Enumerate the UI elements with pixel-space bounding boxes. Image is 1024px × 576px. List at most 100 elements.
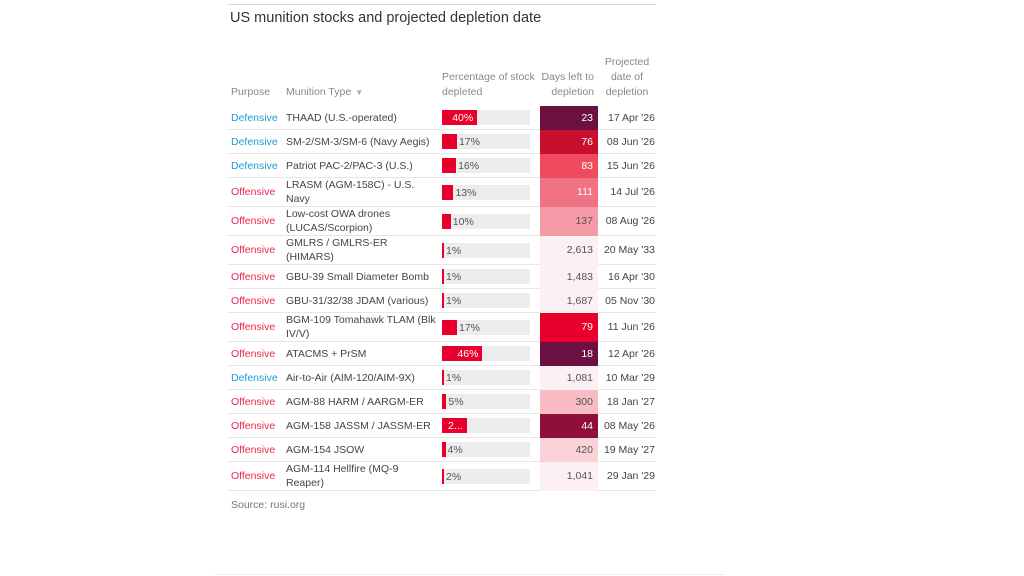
table-row: Offensive LRASM (AGM-158C) - U.S. Navy 1… [228,177,656,207]
percentage-bar: 1% [442,242,530,258]
percentage-cell: 1% [442,264,540,289]
projected-date-cell: 11 Jun '26 [598,312,656,342]
percentage-cell: 13% [442,177,540,207]
days-left-cell: 2,613 [540,235,598,265]
table-row: Offensive AGM-158 JASSM / JASSM-ER 2... … [228,413,656,438]
days-left-cell: 111 [540,177,598,207]
percentage-label: 2% [446,470,462,483]
header-projected-date[interactable]: Projected date of depletion [598,40,656,106]
munition-type-cell: Patriot PAC-2/PAC-3 (U.S.) [286,153,442,178]
munition-type-cell: Air-to-Air (AIM-120/AIM-9X) [286,365,442,390]
percentage-label: 40% [452,112,474,124]
chart-container: US munition stocks and projected depleti… [228,0,656,511]
percentage-bar-fill [442,468,444,484]
percentage-bar: 16% [442,158,530,173]
header-purpose[interactable]: Purpose [228,40,286,106]
source-note: Source: rusi.org [231,499,306,511]
table-row: Defensive Air-to-Air (AIM-120/AIM-9X) 1%… [228,365,656,390]
projected-date-cell: 15 Jun '26 [598,153,656,178]
percentage-bar-fill [442,346,483,361]
purpose-cell: Offensive [228,264,286,289]
table-row: Offensive AGM-88 HARM / AARGM-ER 5% 300 … [228,389,656,414]
purpose-cell: Offensive [228,437,286,462]
table-row: Defensive THAAD (U.S.-operated) 40% 23 1… [228,106,656,130]
percentage-bar: 17% [442,134,530,149]
days-left-cell: 1,687 [540,288,598,313]
purpose-cell: Offensive [228,312,286,342]
days-left-cell: 23 [540,106,598,130]
munition-type-cell: ATACMS + PrSM [286,341,442,366]
percentage-bar: 2... [442,418,530,433]
header-row: Purpose Munition Type ▼ Percentage of sto… [228,40,656,106]
percentage-label: 16% [458,160,480,172]
projected-date-cell: 16 Apr '30 [598,264,656,289]
header-type-label: Munition Type [286,86,352,98]
projected-date-cell: 29 Jan '29 [598,461,656,491]
days-left-cell: 137 [540,206,598,236]
percentage-bar: 13% [442,184,530,200]
days-left-cell: 300 [540,389,598,414]
percentage-bar: 4% [442,442,530,457]
top-divider [228,4,656,5]
table-row: Offensive GBU-39 Small Diameter Bomb 1% … [228,264,656,289]
projected-date-cell: 17 Apr '26 [598,106,656,130]
percentage-bar-fill [442,418,467,433]
days-left-cell: 83 [540,153,598,178]
projected-date-cell: 10 Mar '29 [598,365,656,390]
percentage-cell: 17% [442,129,540,154]
table-row: Offensive Low-cost OWA drones (LUCAS/Sco… [228,206,656,236]
percentage-bar-fill [442,158,457,173]
munition-type-cell: LRASM (AGM-158C) - U.S. Navy [286,177,442,207]
percentage-cell: 1% [442,365,540,390]
percentage-bar: 1% [442,269,530,284]
purpose-cell: Offensive [228,206,286,236]
triangle-down-icon[interactable]: ▼ [355,88,364,97]
percentage-cell: 1% [442,235,540,265]
header-percentage[interactable]: Percentage of stock depleted [442,40,540,106]
munition-type-cell: AGM-158 JASSM / JASSM-ER [286,413,442,438]
table-row: Offensive GBU-31/32/38 JDAM (various) 1%… [228,288,656,313]
table-row: Offensive BGM-109 Tomahawk TLAM (Blk IV/… [228,312,656,342]
table-row: Offensive AGM-114 Hellfire (MQ-9 Reaper)… [228,461,656,491]
munition-type-cell: GMLRS / GMLRS-ER (HIMARS) [286,235,442,265]
percentage-bar: 1% [442,370,530,385]
percentage-label: 13% [455,186,477,199]
table-row: Defensive SM-2/SM-3/SM-6 (Navy Aegis) 17… [228,129,656,154]
table-row: Offensive GMLRS / GMLRS-ER (HIMARS) 1% 2… [228,235,656,265]
projected-date-cell: 14 Jul '26 [598,177,656,207]
percentage-cell: 17% [442,312,540,342]
header-days-left[interactable]: Days left to depletion [540,40,598,106]
days-left-cell: 1,041 [540,461,598,491]
percentage-label: 4% [447,444,463,456]
munition-type-cell: THAAD (U.S.-operated) [286,106,442,130]
purpose-cell: Defensive [228,129,286,154]
percentage-bar: 46% [442,346,530,361]
percentage-label: 2... [448,420,463,432]
munition-type-cell: AGM-88 HARM / AARGM-ER [286,389,442,414]
percentage-bar: 5% [442,394,530,409]
projected-date-cell: 08 May '26 [598,413,656,438]
projected-date-cell: 05 Nov '30 [598,288,656,313]
percentage-bar-fill [442,213,451,229]
percentage-bar-fill [442,319,457,335]
purpose-cell: Offensive [228,389,286,414]
purpose-cell: Offensive [228,235,286,265]
projected-date-cell: 18 Jan '27 [598,389,656,414]
percentage-label: 1% [446,372,462,384]
percentage-cell: 4% [442,437,540,462]
purpose-cell: Offensive [228,341,286,366]
purpose-cell: Defensive [228,153,286,178]
percentage-bar-fill [442,110,478,125]
percentage-label: 17% [458,136,480,148]
percentage-cell: 46% [442,341,540,366]
header-purpose-label: Purpose [231,86,271,98]
header-munition-type[interactable]: Munition Type ▼ [286,40,442,106]
percentage-bar-fill [442,370,444,385]
projected-date-cell: 08 Jun '26 [598,129,656,154]
percentage-bar-fill [442,242,444,258]
percentage-bar: 2% [442,468,530,484]
percentage-label: 1% [446,244,462,257]
header-days-label: Days left to depletion [541,71,594,98]
percentage-label: 5% [448,396,464,408]
table-row: Defensive Patriot PAC-2/PAC-3 (U.S.) 16%… [228,153,656,178]
